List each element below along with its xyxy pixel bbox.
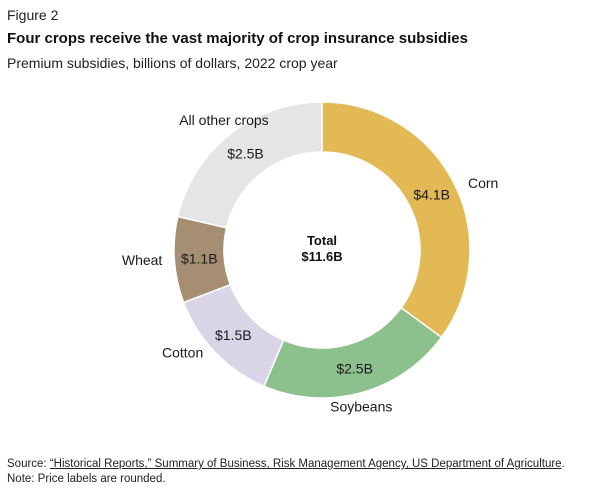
slice-value-label: $4.1B: [413, 186, 450, 202]
footer: Source: “Historical Reports,” Summary of…: [7, 457, 565, 487]
chart-title: Four crops receive the vast majority of …: [7, 30, 468, 47]
slice-value-label: $1.5B: [215, 327, 252, 343]
slice-category-label: Soybeans: [330, 399, 392, 415]
note-line: Note: Price labels are rounded.: [7, 473, 166, 485]
figure-label: Figure 2: [7, 7, 59, 23]
slice-corn: [321, 101, 471, 339]
slice-category-label: Wheat: [122, 252, 163, 268]
center-total-label: Total: [307, 233, 337, 248]
source-line: Source: “Historical Reports,” Summary of…: [7, 458, 565, 470]
slice-value-label: $2.5B: [227, 146, 264, 162]
slice-value-label: $2.5B: [336, 361, 373, 377]
chart-subtitle: Premium subsidies, billions of dollars, …: [7, 55, 338, 71]
slice-soybeans: [263, 306, 443, 399]
slice-category-label: Corn: [468, 175, 498, 191]
source-link[interactable]: “Historical Reports,” Summary of Busines…: [49, 458, 562, 470]
slice-category-label: All other crops: [179, 112, 268, 128]
slice-all-other-crops: [176, 101, 323, 229]
slice-value-label: $1.1B: [181, 250, 218, 266]
slice-category-label: Cotton: [162, 345, 203, 361]
center-total-value: $11.6B: [301, 249, 342, 264]
